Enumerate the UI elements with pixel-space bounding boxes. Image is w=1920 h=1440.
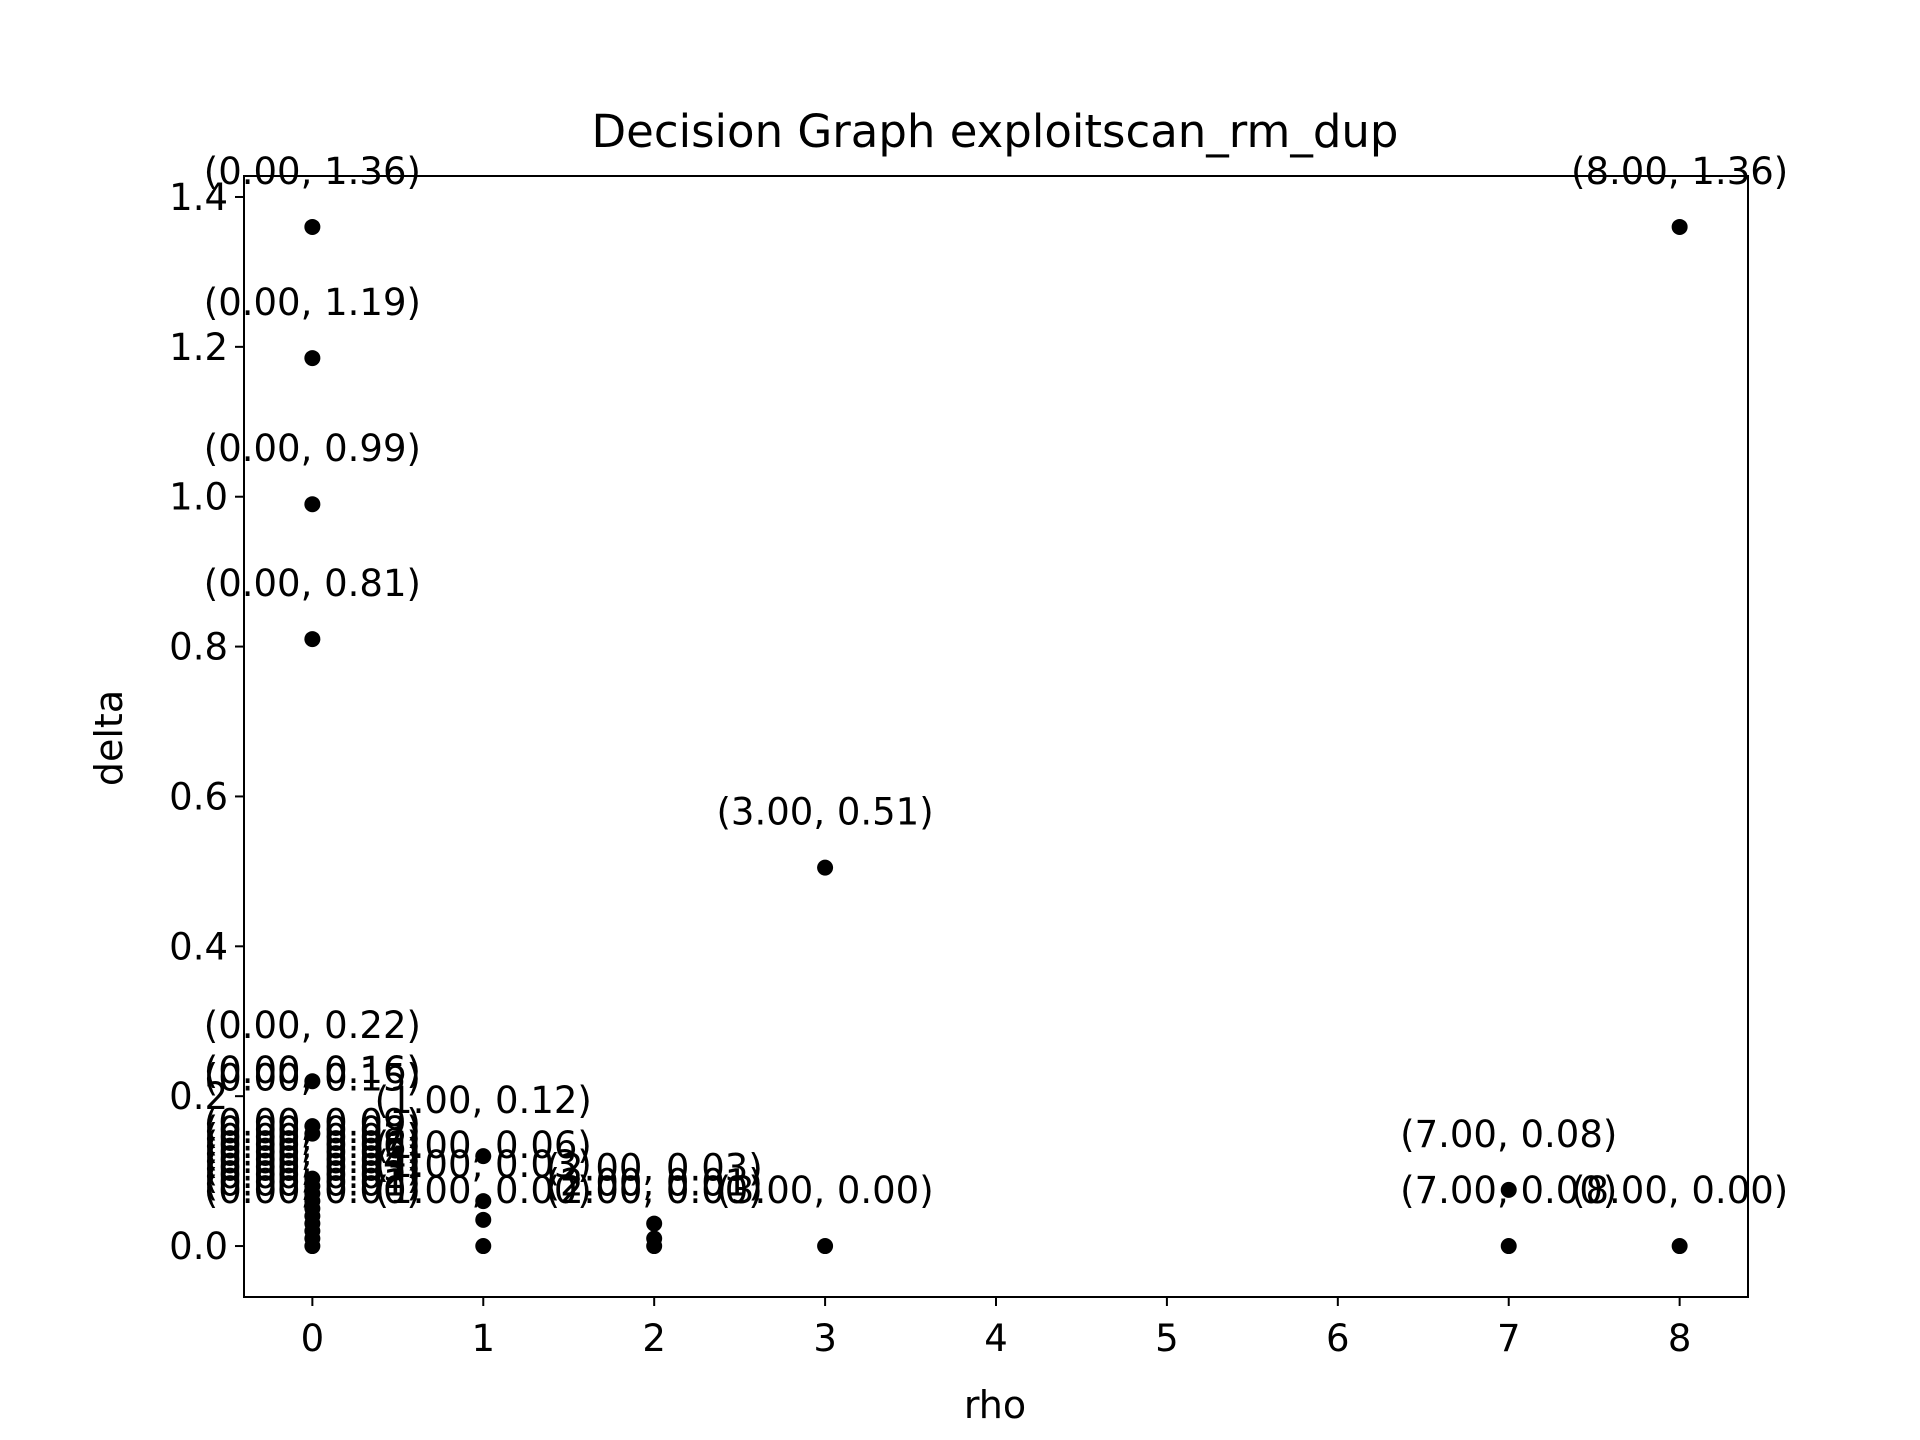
x-tick-label: 6	[1326, 1317, 1350, 1360]
point-annotation: (2.00, 0.01)	[546, 1162, 763, 1205]
point-annotation: (0.00, 1.19)	[204, 281, 421, 324]
x-tick-label: 1	[471, 1317, 495, 1360]
point-annotation: (0.00, 0.15)	[204, 1057, 421, 1100]
scatter-point	[304, 1238, 321, 1255]
point-annotation: (0.00, 0.02)	[204, 1154, 421, 1197]
y-tick-label: 0.4	[169, 925, 228, 968]
point-annotation: (0.00, 1.36)	[204, 150, 421, 193]
x-axis-label: rho	[964, 1383, 1026, 1427]
point-annotation: (0.00, 0.16)	[204, 1049, 421, 1092]
scatter-point	[817, 1238, 834, 1255]
plot-marks	[304, 218, 1688, 1255]
point-annotation: (0.00, 0.06)	[204, 1124, 421, 1167]
point-annotation: (7.00, 0.08)	[1400, 1113, 1617, 1156]
x-tick-label: 2	[642, 1317, 666, 1360]
point-annotation: (0.00, 0.04)	[204, 1139, 421, 1182]
x-tick-label: 7	[1497, 1317, 1521, 1360]
scatter-point	[304, 631, 321, 648]
point-annotation: (1.00, 0.06)	[375, 1124, 592, 1167]
scatter-point	[475, 1211, 492, 1228]
y-axis-label: delta	[87, 690, 131, 786]
point-annotation: (0.00, 0.03)	[204, 1147, 421, 1190]
y-tick-label: 0.0	[169, 1225, 228, 1268]
scatter-point	[646, 1238, 663, 1255]
point-annotation: (8.00, 0.00)	[1571, 1169, 1788, 1212]
point-annotation: (0.00, 0.07)	[204, 1117, 421, 1160]
scatter-point	[1500, 1238, 1517, 1255]
x-tick-label: 8	[1668, 1317, 1692, 1360]
scatter-point	[304, 1125, 321, 1142]
point-annotation: (0.00, 0.08)	[204, 1109, 421, 1152]
x-tick-label: 3	[813, 1317, 837, 1360]
point-annotation: (7.00, 0.00)	[1400, 1169, 1617, 1212]
y-tick-label: 1.0	[169, 476, 228, 519]
scatter-point	[1500, 1181, 1517, 1198]
point-annotation: (3.00, 0.51)	[717, 791, 934, 834]
scatter-point	[304, 350, 321, 367]
point-annotation: (0.00, 0.81)	[204, 562, 421, 605]
y-tick-label: 0.6	[169, 775, 228, 818]
point-annotation: (0.00, 0.22)	[204, 1004, 421, 1047]
scatter-point	[1671, 1238, 1688, 1255]
point-annotation: (0.00, 0.99)	[204, 427, 421, 470]
point-annotation: (0.00, 0.01)	[204, 1162, 421, 1205]
point-annotation: (0.00, 0.09)	[204, 1102, 421, 1145]
x-axis-ticks: 0 1 2 3 4 5 6 7 8	[301, 1297, 1692, 1360]
scatter-point	[646, 1215, 663, 1232]
scatter-point	[475, 1193, 492, 1210]
y-tick-label: 0.8	[169, 626, 228, 669]
y-axis-ticks: 0.0 0.2 0.4 0.6 0.8 1.0 1.2 1.4	[169, 176, 244, 1268]
point-annotation: (2.00, 0.00)	[546, 1169, 763, 1212]
plot-frame	[243, 175, 1749, 1298]
chart-title: Decision Graph exploitscan_rm_dup	[592, 105, 1399, 158]
scatter-point	[304, 1073, 321, 1090]
scatter-point	[475, 1238, 492, 1255]
point-annotation: (1.00, 0.00)	[375, 1169, 592, 1212]
scatter-point	[817, 859, 834, 876]
scatter-point	[1671, 218, 1688, 235]
x-tick-label: 5	[1155, 1317, 1179, 1360]
point-annotation: (0.00, 0.05)	[204, 1132, 421, 1175]
point-annotations: (0.00, 1.36) (0.00, 1.19) (0.00, 0.99) (0.0…	[204, 150, 1788, 1212]
point-annotation: (2.00, 0.03)	[546, 1147, 763, 1190]
y-tick-label: 1.4	[169, 176, 228, 219]
point-annotation: (3.00, 0.00)	[717, 1169, 934, 1212]
point-annotation: (1.00, 0.03)	[375, 1143, 592, 1186]
x-tick-label: 4	[984, 1317, 1008, 1360]
point-annotation: (1.00, 0.12)	[375, 1079, 592, 1122]
y-tick-label: 1.2	[169, 326, 228, 369]
y-tick-label: 0.2	[169, 1075, 228, 1118]
x-tick-label: 0	[301, 1317, 325, 1360]
scatter-point	[304, 218, 321, 235]
scatter-point	[475, 1148, 492, 1165]
point-annotation: (8.00, 1.36)	[1571, 150, 1788, 193]
scatter-point	[304, 496, 321, 513]
point-annotation: (0.00, 0.00)	[204, 1169, 421, 1212]
